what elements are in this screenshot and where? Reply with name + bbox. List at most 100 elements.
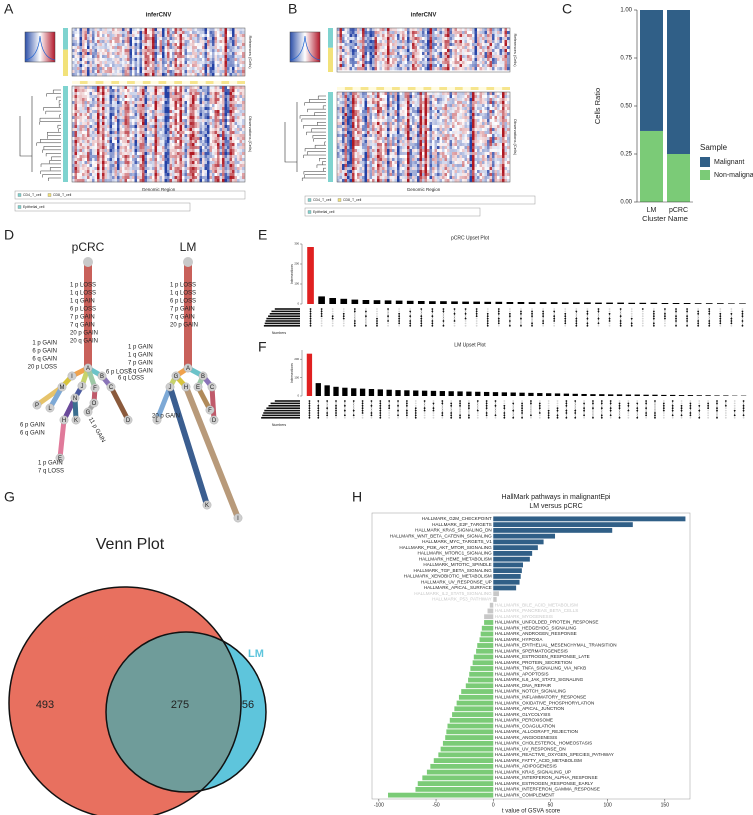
heatmap-cell <box>137 143 140 147</box>
heatmap-cell <box>482 64 485 68</box>
heatmap-cell <box>189 43 193 47</box>
heatmap-cell <box>379 31 383 35</box>
heatmap-cell <box>137 95 140 99</box>
heatmap-cell <box>452 46 455 50</box>
heatmap-cell <box>399 46 403 50</box>
heatmap-cell <box>214 64 218 68</box>
heatmap-cell <box>89 92 93 96</box>
heatmap-cell <box>382 40 385 44</box>
heatmap-cell <box>232 161 235 165</box>
heatmap-cell <box>217 40 220 44</box>
heatmap-cell <box>142 104 145 108</box>
heatmap-cell <box>154 98 158 102</box>
heatmap-cell <box>212 92 215 96</box>
heatmap-cell <box>197 122 200 126</box>
chromosome-strip <box>72 81 80 84</box>
heatmap-cell <box>217 113 220 117</box>
heatmap-cell <box>394 95 398 99</box>
heatmap-cell <box>89 49 93 53</box>
heatmap-cell <box>102 116 105 120</box>
heatmap-cell <box>152 110 155 114</box>
heatmap-cell <box>222 37 225 41</box>
heatmap-cell <box>154 95 158 99</box>
heatmap-cell <box>132 28 135 32</box>
heatmap-cell <box>222 52 225 56</box>
heatmap-cell <box>362 61 365 65</box>
heatmap-cell <box>489 107 493 111</box>
heatmap-cell <box>179 61 183 65</box>
chromosome-strip <box>158 81 167 84</box>
heatmap-cell <box>239 128 243 132</box>
heatmap-cell <box>229 34 233 38</box>
heatmap-cell <box>147 89 150 93</box>
heatmap-cell <box>207 98 210 102</box>
heatmap-cell <box>484 40 488 44</box>
heatmap-cell <box>372 110 375 114</box>
heatmap-cell <box>157 86 160 90</box>
heatmap-cell <box>357 52 360 56</box>
heatmap-cell <box>417 55 420 59</box>
heatmap-cell <box>404 64 408 68</box>
heatmap-cell <box>407 104 410 108</box>
heatmap-cell <box>82 131 85 135</box>
heatmap-cell <box>97 58 100 62</box>
heatmap-cell <box>357 46 360 50</box>
heatmap-cell <box>74 158 78 162</box>
heatmap-cell <box>202 137 205 141</box>
heatmap-cell <box>374 101 378 105</box>
heatmap-cell <box>159 37 163 41</box>
heatmap-cell <box>87 179 90 183</box>
heatmap-cell <box>444 37 448 41</box>
heatmap-cell <box>94 152 98 156</box>
heatmap-cell <box>242 64 245 68</box>
heatmap-cell <box>177 107 180 111</box>
heatmap-cell <box>194 49 198 53</box>
heatmap-cell <box>337 98 340 102</box>
heatmap-cell <box>209 134 213 138</box>
heatmap-cell <box>479 92 483 96</box>
heatmap-cell <box>169 179 173 183</box>
heatmap-cell <box>484 101 488 105</box>
heatmap-cell <box>344 64 348 68</box>
heatmap-cell <box>232 155 235 159</box>
heatmap-cell <box>377 49 380 53</box>
heatmap-cell <box>202 152 205 156</box>
heatmap-cell <box>212 86 215 90</box>
heatmap-cell <box>427 98 430 102</box>
heatmap-cell <box>502 95 505 99</box>
heatmap-cell <box>109 107 113 111</box>
heatmap-cell <box>337 104 340 108</box>
heatmap-cell <box>414 58 418 62</box>
heatmap-cell <box>77 143 80 147</box>
heatmap-cell <box>124 61 128 65</box>
heatmap-cell <box>179 37 183 41</box>
heatmap-cell <box>234 34 238 38</box>
heatmap-cell <box>189 161 193 165</box>
chromosome-strip <box>213 81 222 84</box>
heatmap-cell <box>462 34 465 38</box>
heatmap-cell <box>392 31 395 35</box>
heatmap-cell <box>189 104 193 108</box>
heatmap-cell <box>462 104 465 108</box>
heatmap-cell <box>452 52 455 56</box>
heatmap-cell <box>179 92 183 96</box>
heatmap-cell <box>472 52 475 56</box>
heatmap-cell <box>122 34 125 38</box>
heatmap-cell <box>139 64 143 68</box>
heatmap-cell <box>234 46 238 50</box>
heatmap-cell <box>129 58 133 62</box>
heatmap-cell <box>347 110 350 114</box>
heatmap-cell <box>152 73 155 77</box>
heatmap-cell <box>204 31 208 35</box>
heatmap-cell <box>157 134 160 138</box>
heatmap-cell <box>507 110 510 114</box>
heatmap-cell <box>104 31 108 35</box>
heatmap-cell <box>237 95 240 99</box>
heatmap-cell <box>499 43 503 47</box>
heatmap-cell <box>97 73 100 77</box>
heatmap-cell <box>369 92 373 96</box>
heatmap-cell <box>77 122 80 126</box>
heatmap-cell <box>157 34 160 38</box>
heatmap-cell <box>452 34 455 38</box>
heatmap-cell <box>144 128 148 132</box>
